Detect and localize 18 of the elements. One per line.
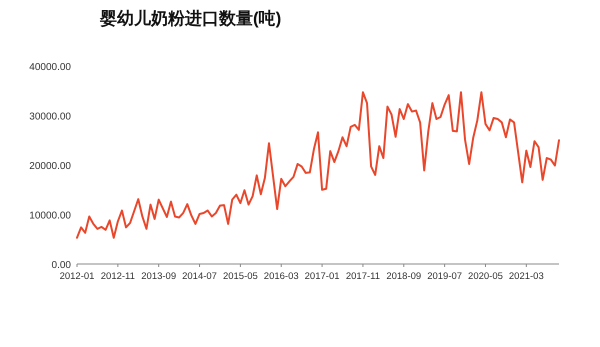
y-tick: 40000.00 [29,62,71,73]
x-tick: 2017-11 [346,271,380,282]
x-tick: 2012-01 [60,271,94,282]
x-tick: 2014-07 [182,271,217,282]
x-tick: 2020-05 [468,271,503,282]
y-tick: 0.00 [52,260,71,271]
x-tick: 2013-09 [141,271,176,282]
x-tick: 2018-09 [386,271,422,282]
x-tick: 2017-01 [304,271,340,282]
x-tick: 2021-03 [508,271,544,282]
y-tick: 20000.00 [29,161,71,172]
title: 婴幼儿奶粉进口数量(吨) [100,9,282,28]
y-tick: 10000.00 [29,210,71,222]
x-tick: 2019-07 [427,271,462,282]
x-tick: 2015-05 [222,271,258,282]
x-tick: 2016-03 [264,271,299,282]
x-tick: 2012-11 [100,271,135,282]
y-tick: 30000.00 [29,112,71,122]
